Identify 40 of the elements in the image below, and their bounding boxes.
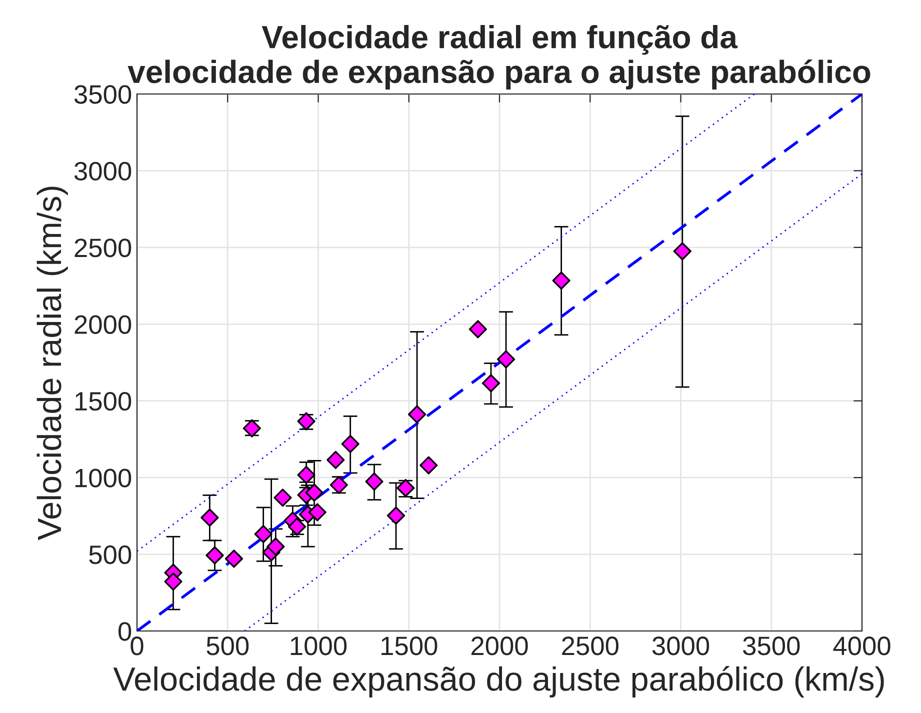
point — [274, 488, 292, 507]
y-tick-label: 500 — [89, 545, 132, 564]
point — [673, 242, 692, 260]
point — [552, 272, 570, 290]
point — [305, 484, 324, 502]
point — [496, 350, 516, 368]
x-tick-label: 2000 — [471, 636, 528, 656]
point — [206, 546, 224, 564]
x-tick-label: 3000 — [652, 636, 710, 656]
point — [224, 550, 244, 568]
point — [341, 434, 360, 454]
y-tick-label: 3000 — [74, 162, 132, 181]
x-tick-label: 2500 — [562, 636, 618, 656]
x-tick-label: 3500 — [743, 636, 800, 656]
y-tick-label: 3500 — [74, 85, 132, 104]
point — [308, 503, 326, 522]
y-axis-title: Velocidade radial (km/s) — [36, 186, 68, 540]
point — [254, 524, 272, 544]
point — [164, 572, 182, 591]
point — [326, 450, 345, 469]
y-tick-label: 1000 — [75, 468, 132, 488]
point — [200, 508, 219, 527]
point — [365, 472, 384, 491]
point — [468, 320, 487, 338]
x-tick-label: 1500 — [382, 636, 438, 656]
x-tick-label: 0 — [130, 636, 144, 656]
point — [482, 374, 500, 392]
point — [297, 466, 316, 484]
x-tick-label: 500 — [206, 636, 249, 656]
y-tick-label: 0 — [118, 622, 132, 641]
x-axis-title: Velocidade de expansão do ajuste parabólico (km/s) — [113, 666, 884, 698]
x-tick-label: 4000 — [833, 636, 890, 656]
x-tick-label: 1000 — [290, 636, 347, 656]
point — [266, 538, 285, 556]
point — [386, 506, 406, 525]
point — [420, 456, 438, 474]
y-tick-label: 1500 — [75, 392, 132, 411]
point — [408, 405, 426, 424]
y-tick-label: 2000 — [74, 315, 132, 334]
y-tick-label: 2500 — [74, 238, 132, 258]
